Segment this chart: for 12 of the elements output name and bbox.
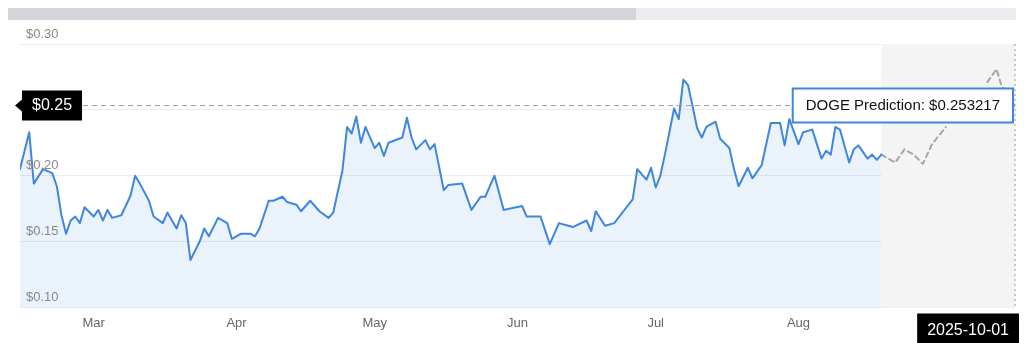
x-tick-label: Apr (226, 314, 248, 330)
x-tick-label: May (362, 314, 388, 330)
ref-line-label: $0.25 (32, 96, 73, 114)
y-tick-label: $0.10 (26, 288, 59, 304)
x-tick-label: Aug (786, 314, 811, 330)
x-tick-label: Jun (507, 314, 528, 330)
annotation: DOGE Prediction: $0.253217 (805, 95, 1001, 113)
x-tick-label: Mar (82, 314, 106, 330)
ref-line-label: 2025-10-01 (927, 320, 1010, 338)
y-tick-label: $0.30 (26, 25, 59, 41)
x-tick-label: Jul (647, 314, 665, 330)
y-tick-label: $0.15 (26, 223, 59, 239)
